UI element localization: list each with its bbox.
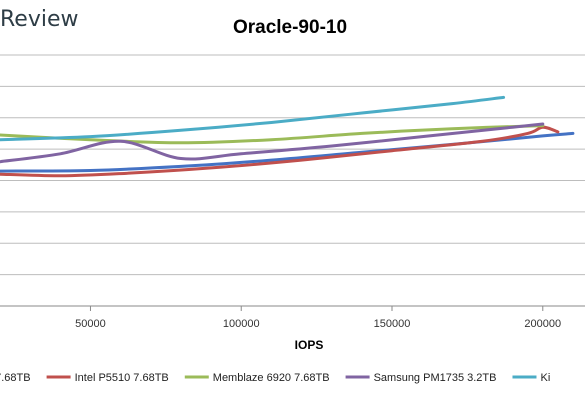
legend-label: Samsung PM1735 3.2TB xyxy=(374,372,497,384)
series-line-4 xyxy=(0,122,545,164)
x-tick-label: 50000 xyxy=(75,318,106,330)
legend-item: PM9A3 7.68TB xyxy=(0,372,31,384)
x-tick-label: 150000 xyxy=(374,318,411,330)
legend-item: Intel P5510 7.68TB xyxy=(46,372,169,384)
x-tick-label: 200000 xyxy=(524,318,561,330)
series-line-5 xyxy=(0,95,506,142)
legend: PM9A3 7.68TB Intel P5510 7.68TB Memblaze 6… xyxy=(0,372,550,384)
legend-item: Samsung PM1735 3.2TB xyxy=(345,372,497,384)
series-lines xyxy=(0,95,575,178)
legend-item: Ki xyxy=(512,372,550,384)
legend-label: PM9A3 7.68TB xyxy=(0,372,31,384)
gridlines xyxy=(0,54,585,276)
series-line-3 xyxy=(0,124,545,145)
legend-item: Memblaze 6920 7.68TB xyxy=(184,372,330,384)
chart-title: Oracle-90-10 xyxy=(233,17,347,38)
series-line-2 xyxy=(0,125,560,178)
legend-label: Ki xyxy=(540,372,550,384)
x-axis: 50000 100000 150000 200000 xyxy=(0,305,585,330)
legend-label: Memblaze 6920 7.68TB xyxy=(213,372,330,384)
x-axis-label: IOPS xyxy=(295,338,324,352)
brand-logo-text: Review xyxy=(0,7,79,32)
legend-label: Intel P5510 7.68TB xyxy=(75,372,169,384)
x-tick-label: 100000 xyxy=(223,318,260,330)
series-line-1 xyxy=(0,131,575,173)
